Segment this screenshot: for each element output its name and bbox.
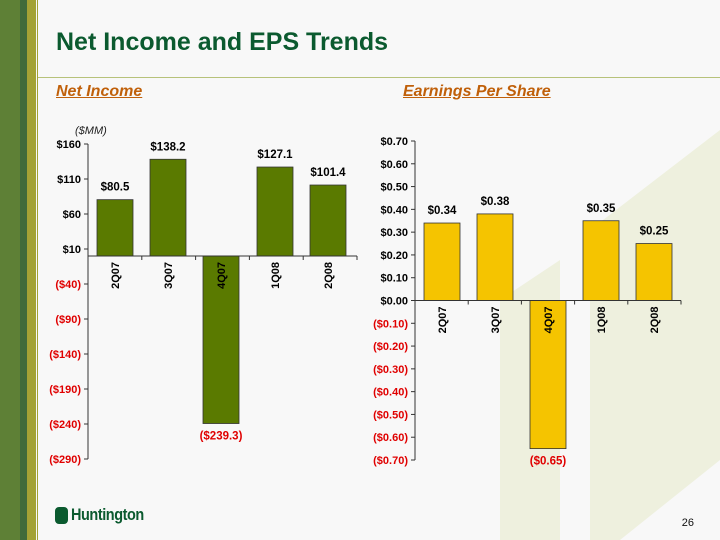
- eps-x-tick-label: 4Q07: [543, 307, 555, 334]
- ni-y-tick-label: $110: [57, 174, 81, 186]
- ni-y-tick-label: $160: [57, 139, 81, 151]
- ni-data-label: $101.4: [310, 167, 346, 179]
- eps-y-tick-label: ($0.10): [373, 318, 408, 330]
- decor-strip: [20, 0, 27, 540]
- eps-subtitle: Earnings Per Share: [403, 83, 551, 100]
- eps-bar-3Q07: [476, 213, 514, 301]
- eps-y-tick-label: $0.60: [380, 159, 408, 171]
- eps-y-tick-label: ($0.60): [373, 432, 408, 444]
- ni-y-tick-label: ($240): [49, 419, 81, 431]
- eps-y-tick-label: ($0.40): [373, 387, 408, 399]
- eps-y-tick-label: $0.20: [380, 250, 408, 262]
- eps-y-tick-label: $0.50: [380, 182, 408, 194]
- ni-bar-1Q08: [256, 166, 294, 257]
- ni-x-tick-label: 1Q08: [270, 262, 282, 289]
- eps-y-tick-label: $0.00: [380, 296, 408, 308]
- eps-bar-2Q07: [423, 222, 461, 301]
- ni-x-tick-label: 2Q07: [110, 262, 122, 289]
- logo-text: Huntington: [71, 505, 144, 524]
- eps-y-tick-label: $0.70: [380, 136, 408, 148]
- decor-strip: [0, 0, 20, 540]
- eps-x-tick-label: 2Q07: [437, 307, 449, 334]
- ni-x-tick-label: 2Q08: [323, 262, 335, 289]
- eps-y-tick-label: $0.30: [380, 227, 408, 239]
- ni-bar-2Q07: [96, 199, 134, 257]
- eps-y-tick-label: ($0.70): [373, 455, 408, 467]
- eps-bar-4Q07: [529, 300, 567, 450]
- eps-data-label: $0.34: [428, 205, 457, 217]
- eps-x-tick-label: 3Q07: [490, 307, 502, 334]
- eps-x-tick-label: 2Q08: [649, 307, 661, 334]
- eps-data-label: ($0.65): [530, 456, 567, 468]
- ni-bar-3Q07: [149, 158, 187, 257]
- title-divider: [38, 77, 720, 78]
- ni-data-label: $138.2: [150, 141, 185, 153]
- eps-x-tick-label: 1Q08: [596, 307, 608, 334]
- ni-data-label: $80.5: [101, 182, 130, 194]
- ni-y-tick-label: $60: [63, 209, 81, 221]
- ni-data-label: $127.1: [257, 149, 293, 161]
- ni-y-tick-label: ($190): [49, 384, 81, 396]
- ni-y-tick-label: ($290): [49, 454, 81, 466]
- page-number: 26: [681, 517, 694, 529]
- eps-y-tick-label: $0.10: [380, 273, 408, 285]
- page-title: Net Income and EPS Trends: [56, 28, 389, 56]
- eps-y-tick-label: ($0.50): [373, 409, 408, 421]
- eps-bar-1Q08: [582, 220, 620, 301]
- ni-y-tick-label: ($40): [55, 279, 81, 291]
- logo-mark-icon: [55, 506, 68, 524]
- eps-bar-2Q08: [635, 243, 673, 301]
- eps-data-label: $0.25: [640, 226, 669, 238]
- eps-data-label: $0.38: [481, 196, 510, 208]
- ni-x-tick-label: 4Q07: [216, 262, 228, 289]
- eps-y-tick-label: ($0.20): [373, 341, 408, 353]
- net-income-subtitle: Net Income: [56, 83, 143, 100]
- ni-y-tick-label: ($140): [49, 349, 81, 361]
- eps-data-label: $0.35: [587, 203, 616, 215]
- ni-y-tick-label: ($90): [55, 314, 81, 326]
- decor-strip: [27, 0, 36, 540]
- ni-data-label: ($239.3): [200, 431, 243, 443]
- ni-x-tick-label: 3Q07: [163, 262, 175, 289]
- eps-y-tick-label: ($0.30): [373, 364, 408, 376]
- decor-strip: [37, 0, 38, 540]
- huntington-logo: Huntington: [55, 505, 157, 525]
- eps-y-tick-label: $0.40: [380, 204, 408, 216]
- ni-bar-2Q08: [309, 184, 347, 257]
- ni-y-tick-label: $10: [63, 244, 81, 256]
- unit-label: ($MM): [75, 125, 107, 137]
